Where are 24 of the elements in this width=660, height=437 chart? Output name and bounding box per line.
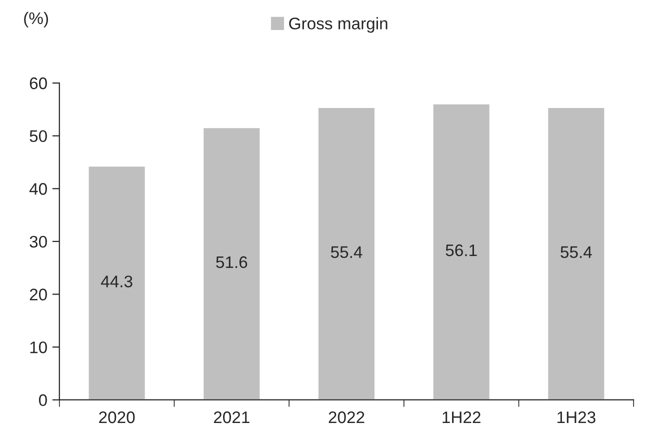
bar: [432, 102, 491, 400]
x-tick-label: 1H22: [442, 411, 480, 424]
y-tick-label: 10: [30, 341, 47, 354]
data-label: 56.1: [446, 244, 477, 256]
bar: [546, 106, 606, 400]
y-tick-label: 60: [30, 77, 47, 90]
y-tick-label: 50: [30, 130, 47, 142]
data-label: 55.4: [560, 246, 592, 258]
y-tick-label: 20: [30, 288, 47, 300]
x-tick-label: 2021: [214, 411, 250, 424]
bar: [202, 126, 262, 400]
y-tick-label: 40: [29, 183, 47, 195]
x-tick-label: 2020: [99, 411, 135, 424]
x-tick-label: 1H23: [558, 411, 596, 424]
y-axis-title: (%): [24, 12, 48, 28]
data-label: 55.4: [330, 246, 362, 258]
legend-label: Gross margin: [289, 17, 388, 33]
y-tick-label: 30: [30, 236, 47, 248]
x-tick-label: 2022: [328, 411, 364, 424]
y-tick-label: 0: [38, 394, 47, 406]
bar: [317, 106, 376, 400]
data-label: 44.3: [100, 276, 132, 288]
data-label: 51.6: [216, 256, 248, 268]
bar: [87, 165, 146, 400]
